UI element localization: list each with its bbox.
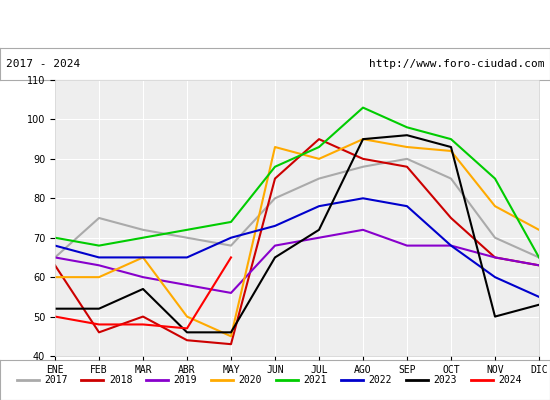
Text: 2023: 2023 [433,375,457,385]
Text: 2021: 2021 [304,375,327,385]
Text: 2018: 2018 [109,375,133,385]
Text: 2017 - 2024: 2017 - 2024 [6,59,80,69]
Text: http://www.foro-ciudad.com: http://www.foro-ciudad.com [369,59,544,69]
Text: 2017: 2017 [44,375,68,385]
Text: 2019: 2019 [174,375,197,385]
Text: 2020: 2020 [239,375,262,385]
Text: 2024: 2024 [498,375,522,385]
Text: Evolucion del paro registrado en Benifairó de la Valldigna: Evolucion del paro registrado en Benifai… [32,17,518,31]
Text: 2022: 2022 [368,375,392,385]
